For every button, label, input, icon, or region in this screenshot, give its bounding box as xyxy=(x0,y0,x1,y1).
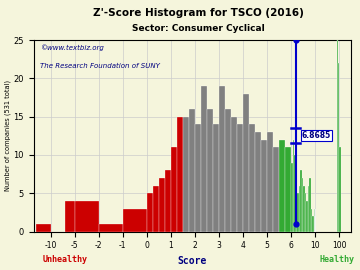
Bar xyxy=(338,63,339,232)
Bar xyxy=(195,124,201,232)
Bar xyxy=(201,86,207,232)
Bar xyxy=(306,201,308,232)
Bar xyxy=(337,40,338,232)
Bar xyxy=(65,201,75,232)
Bar xyxy=(273,147,279,232)
Bar xyxy=(311,209,312,232)
Bar xyxy=(231,117,237,232)
Bar xyxy=(305,193,306,232)
Bar xyxy=(296,185,297,232)
Bar xyxy=(261,140,267,232)
X-axis label: Score: Score xyxy=(178,256,207,266)
Text: Unhealthy: Unhealthy xyxy=(42,255,87,264)
Bar xyxy=(189,109,195,232)
Bar xyxy=(312,216,314,232)
Bar xyxy=(171,147,177,232)
Text: Healthy: Healthy xyxy=(319,255,354,264)
Y-axis label: Number of companies (531 total): Number of companies (531 total) xyxy=(4,80,11,191)
Bar xyxy=(237,124,243,232)
Bar xyxy=(219,86,225,232)
Bar xyxy=(243,94,249,232)
Bar xyxy=(297,193,299,232)
Text: The Research Foundation of SUNY: The Research Foundation of SUNY xyxy=(40,63,160,69)
Text: Z'-Score Histogram for TSCO (2016): Z'-Score Histogram for TSCO (2016) xyxy=(93,8,303,18)
Bar xyxy=(99,224,123,232)
Bar xyxy=(147,193,153,232)
Bar xyxy=(153,185,159,232)
Bar xyxy=(302,178,303,232)
Bar xyxy=(314,209,315,232)
Bar xyxy=(183,117,189,232)
Bar xyxy=(159,178,165,232)
Text: ©www.textbiz.org: ©www.textbiz.org xyxy=(40,44,104,50)
Bar xyxy=(225,109,231,232)
Bar xyxy=(36,224,50,232)
Bar xyxy=(294,155,296,232)
Bar xyxy=(207,109,213,232)
Bar xyxy=(303,185,305,232)
Bar xyxy=(285,147,291,232)
Bar xyxy=(213,124,219,232)
Bar xyxy=(165,170,171,232)
Bar xyxy=(299,185,300,232)
Bar xyxy=(249,124,255,232)
Bar xyxy=(339,147,341,232)
Bar xyxy=(279,140,285,232)
Bar xyxy=(300,170,302,232)
Bar xyxy=(308,185,309,232)
Bar xyxy=(75,201,99,232)
Bar xyxy=(267,132,273,232)
Bar xyxy=(123,209,147,232)
Text: 6.8685: 6.8685 xyxy=(302,131,331,140)
Bar xyxy=(309,178,311,232)
Bar xyxy=(255,132,261,232)
Bar xyxy=(293,140,294,232)
Bar xyxy=(177,117,183,232)
Bar xyxy=(291,163,293,232)
Text: Sector: Consumer Cyclical: Sector: Consumer Cyclical xyxy=(132,24,264,33)
